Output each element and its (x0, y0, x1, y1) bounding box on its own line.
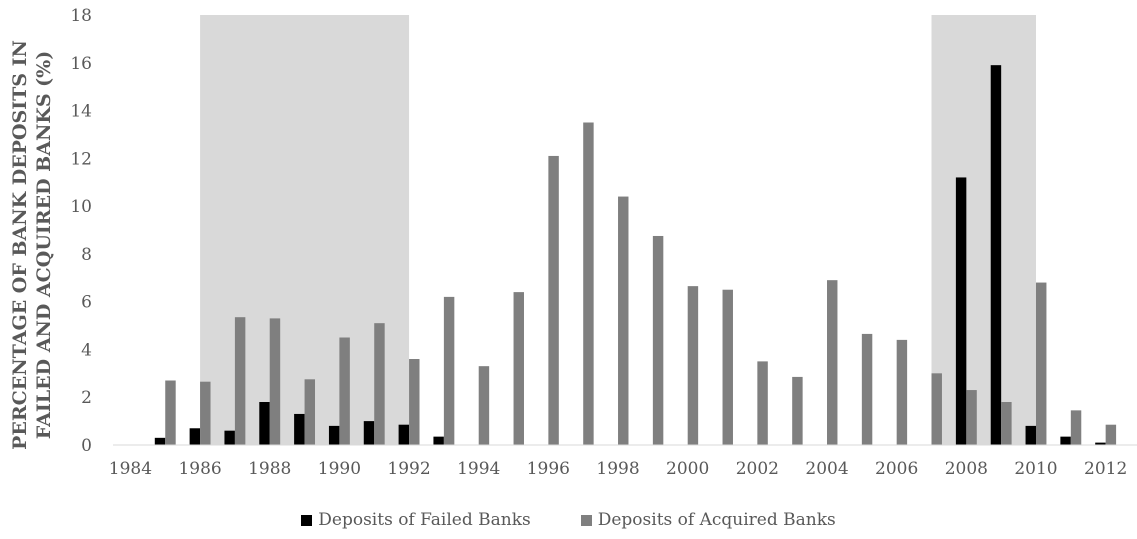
y-tick-label: 14 (70, 102, 92, 122)
legend: Deposits of Failed Banks Deposits of Acq… (0, 510, 1137, 530)
x-tick-label: 1992 (387, 459, 430, 479)
bar-acquired-2004 (827, 280, 837, 445)
bar-failed-2009 (991, 65, 1001, 445)
x-tick-label: 2008 (945, 459, 988, 479)
bar-acquired-2009 (1001, 402, 1011, 445)
y-axis-label-line-2: FAILED AND ACQUIRED BANKS (%) (33, 51, 55, 439)
bar-failed-1990 (329, 426, 339, 445)
bar-acquired-1985 (165, 381, 175, 446)
bar-failed-2008 (956, 177, 966, 445)
legend-swatch-failed (301, 515, 312, 526)
x-tick-label: 1996 (527, 459, 570, 479)
bar-acquired-2000 (688, 286, 698, 445)
bar-failed-2011 (1060, 437, 1070, 445)
bar-acquired-1986 (200, 382, 210, 445)
legend-label-failed: Deposits of Failed Banks (318, 510, 530, 530)
bar-acquired-2002 (757, 361, 767, 445)
x-tick-label: 1984 (109, 459, 152, 479)
bar-acquired-1993 (444, 297, 454, 445)
y-tick-label: 18 (70, 6, 92, 26)
bar-acquired-1999 (653, 236, 663, 445)
x-tick-label: 1998 (596, 459, 639, 479)
bar-acquired-1995 (514, 292, 524, 445)
bar-failed-1985 (155, 438, 165, 445)
bar-acquired-2010 (1036, 283, 1046, 445)
bar-acquired-2005 (862, 334, 872, 445)
x-tick-label: 2010 (1014, 459, 1057, 479)
bar-acquired-1997 (583, 123, 593, 446)
bar-failed-1987 (224, 431, 234, 445)
bar-failed-1993 (433, 437, 443, 445)
bar-acquired-1991 (374, 323, 384, 445)
bar-chart: PERCENTAGE OF BANK DEPOSITS IN FAILED AN… (0, 0, 1137, 500)
bar-acquired-1988 (270, 318, 280, 445)
y-tick-label: 0 (81, 436, 92, 456)
legend-item-failed: Deposits of Failed Banks (301, 510, 530, 530)
y-tick-label: 16 (70, 54, 92, 74)
x-axis-ticks: 1984 1986 1988 1990 1992 1994 1996 1998 2000 2002… (109, 459, 1128, 479)
bar-acquired-1998 (618, 197, 628, 445)
bar-acquired-2008 (966, 390, 976, 445)
bar-acquired-2001 (723, 290, 733, 445)
bar-acquired-1994 (479, 366, 489, 445)
bar-acquired-2006 (897, 340, 907, 445)
bar-acquired-1987 (235, 317, 245, 445)
bar-acquired-2011 (1071, 410, 1081, 445)
bar-failed-1989 (294, 414, 304, 445)
legend-swatch-acquired (581, 515, 592, 526)
bar-acquired-1989 (305, 379, 315, 445)
x-tick-label: 2002 (736, 459, 779, 479)
bar-failed-1992 (399, 425, 409, 445)
y-tick-label: 6 (81, 293, 92, 313)
bar-failed-1988 (259, 402, 269, 445)
y-tick-label: 12 (70, 149, 92, 169)
bar-acquired-2003 (792, 377, 802, 445)
x-tick-label: 1994 (457, 459, 500, 479)
y-tick-label: 2 (81, 388, 92, 408)
legend-item-acquired: Deposits of Acquired Banks (581, 510, 836, 530)
x-tick-label: 2006 (875, 459, 918, 479)
y-axis-label: PERCENTAGE OF BANK DEPOSITS IN FAILED AN… (9, 40, 55, 450)
bar-failed-2010 (1026, 426, 1036, 445)
x-tick-label: 1986 (178, 459, 221, 479)
bar-acquired-1990 (339, 338, 349, 446)
bar-failed-1986 (190, 428, 200, 445)
bar-failed-1991 (364, 421, 374, 445)
legend-label-acquired: Deposits of Acquired Banks (598, 510, 836, 530)
y-tick-label: 8 (81, 245, 92, 265)
y-axis-label-line-1: PERCENTAGE OF BANK DEPOSITS IN (9, 40, 31, 450)
x-tick-label: 1990 (318, 459, 361, 479)
x-tick-label: 2012 (1084, 459, 1127, 479)
x-tick-label: 2000 (666, 459, 709, 479)
y-axis-ticks: 0 2 4 6 8 10 12 14 16 18 (70, 6, 92, 456)
bar-acquired-2007 (932, 373, 942, 445)
bar-acquired-2012 (1106, 425, 1116, 445)
bar-acquired-1996 (548, 156, 558, 445)
y-tick-label: 4 (81, 340, 92, 360)
x-tick-label: 1988 (248, 459, 291, 479)
bar-acquired-1992 (409, 359, 419, 445)
x-tick-label: 2004 (805, 459, 848, 479)
shaded-period-2 (932, 15, 1036, 445)
y-tick-label: 10 (70, 197, 92, 217)
